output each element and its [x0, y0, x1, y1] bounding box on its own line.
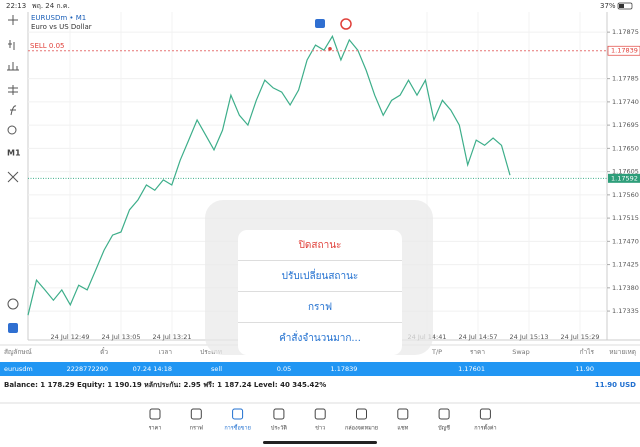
cell: 07.24 14:18: [133, 365, 172, 373]
tab-label[interactable]: แชท: [397, 425, 408, 432]
close-icon: [7, 171, 19, 183]
column-header: เวลา: [158, 348, 172, 356]
sell-price-label: 1.17839: [611, 47, 638, 55]
balance: Balance: 1 178.29 Equity: 1 190.19 หลักป…: [4, 381, 326, 389]
bid-price-label: 1.17592: [611, 174, 638, 182]
popup: [238, 230, 402, 355]
tab-icon: [479, 408, 491, 420]
crosshair-icon: [8, 15, 18, 25]
price-line: [27, 34, 511, 316]
y-tick-label: 1.17335: [612, 307, 639, 315]
order-marker: [328, 46, 332, 51]
menu-item[interactable]: ปิดสถานะ: [298, 240, 341, 251]
x-tick-label: 24 Jul 13:05: [102, 333, 141, 341]
column-header: ประเภท: [200, 348, 222, 356]
menu-item[interactable]: ปรับเปลี่ยนสถานะ: [282, 268, 359, 282]
y-tick-label: 1.17470: [612, 237, 639, 245]
y-tick-label: 1.17560: [612, 191, 639, 199]
x-tick-label: 24 Jul 15:13: [510, 333, 549, 341]
column-header: กำไร: [580, 348, 595, 356]
table-header: สัญลักษณ์ ตั๋ว เวลา ประเภท T/P ราคา Swap กำไร หม…: [4, 347, 636, 356]
cell: 0.05: [277, 365, 291, 373]
tab-label[interactable]: การตั้งค่า: [474, 424, 496, 432]
tab-bar: ราคา กราฟ การซื้อขาย ประวัติ ข่าว กล่องจดหมาย…: [149, 408, 497, 432]
status-time: 22:13: [6, 2, 26, 10]
toolbar: [7, 15, 19, 310]
home-indicator: [263, 441, 377, 444]
plot: 1.17839 1.17592: [27, 34, 640, 316]
y-tick-label: 1.17740: [612, 98, 639, 106]
y-tick-label: 1.17785: [612, 75, 639, 83]
column-header: สัญลักษณ์: [4, 348, 32, 356]
order-label: SELL 0.05: [30, 42, 64, 50]
tab-label[interactable]: กล่องจดหมาย: [345, 426, 378, 432]
tab-label[interactable]: ราคา: [149, 426, 162, 432]
column-header: ตั๋ว: [100, 347, 108, 356]
cell: eurusdm: [4, 365, 33, 373]
timeframe: M1: [7, 149, 21, 158]
tab-icon: [149, 408, 161, 420]
status-date: พฤ. 24 ก.ค.: [32, 2, 70, 10]
x-tick-label: 24 Jul 12:49: [51, 333, 90, 341]
y-tick-label: 1.17650: [612, 144, 639, 152]
y-tick-label: 1.17425: [612, 261, 639, 269]
tab-icon: [397, 408, 409, 420]
y-tick-label: 1.17875: [612, 28, 639, 36]
cell: 1.17601: [458, 365, 485, 373]
column-header: T/P: [431, 348, 442, 356]
chart-button[interactable]: [340, 18, 352, 30]
tab-icon: [438, 408, 450, 420]
tab-label[interactable]: การซื้อขาย: [224, 424, 250, 432]
tab-icon: [314, 408, 326, 420]
x-tick-label: 24 Jul 15:29: [561, 333, 600, 341]
x-tick-label: 24 Jul 13:21: [153, 333, 192, 341]
popup-menu: ปิดสถานะปรับเปลี่ยนสถานะกราฟคำสั่งจำนวนม…: [238, 240, 402, 344]
table-row: eurusdm 2228772290 07.24 14:18 sell 0.05 1.17…: [4, 365, 594, 373]
objects-icon: [8, 85, 18, 95]
y-tick-label: 1.17380: [612, 284, 639, 292]
tab-icon: [356, 408, 367, 420]
battery-icon: [617, 2, 633, 10]
y-tick-label: 1.17605: [612, 168, 639, 176]
function-icon: [10, 105, 17, 116]
tab-icon: [232, 408, 244, 420]
tab-icon: [273, 408, 285, 420]
cell: 1.17839: [331, 365, 358, 373]
column-header: หมายเหตุ: [609, 348, 636, 356]
tab-label[interactable]: กราฟ: [190, 425, 203, 432]
bid-price-box: [608, 173, 640, 183]
y-tick-label: 1.17515: [612, 214, 639, 222]
status-battery: 37%: [600, 2, 616, 10]
tab-label[interactable]: บัญชี: [438, 425, 450, 432]
shapes-icon: [7, 125, 17, 135]
x-tick-label: 24 Jul 14:57: [459, 333, 498, 341]
indicators-icon: [7, 62, 19, 71]
cell: 2228772290: [67, 365, 108, 373]
battery-level: [619, 4, 624, 8]
menu-item[interactable]: กราฟ: [308, 302, 332, 313]
symbol-description: Euro vs US Dollar: [31, 23, 92, 31]
tab-label[interactable]: ข่าว: [315, 426, 325, 432]
candles-icon: [8, 40, 15, 50]
tab-icon: [190, 408, 202, 420]
y-tick-label: 1.17695: [612, 121, 639, 129]
trade-button[interactable]: [8, 323, 18, 333]
column-header: ราคา: [470, 348, 485, 356]
position-row[interactable]: [0, 362, 640, 376]
sell-price-box: [607, 45, 640, 56]
tab-label[interactable]: ประวัติ: [271, 425, 287, 432]
chart-button[interactable]: [315, 19, 325, 28]
cell: 11.90: [575, 365, 594, 373]
column-header: Swap: [512, 348, 530, 356]
symbol: EURUSDm • M1: [31, 14, 86, 22]
menu-item[interactable]: คำสั่งจำนวนมาก...: [279, 330, 361, 344]
cell: sell: [211, 365, 222, 373]
total-profit: 11.90 USD: [595, 381, 636, 389]
oneclick-icon: [7, 298, 19, 310]
